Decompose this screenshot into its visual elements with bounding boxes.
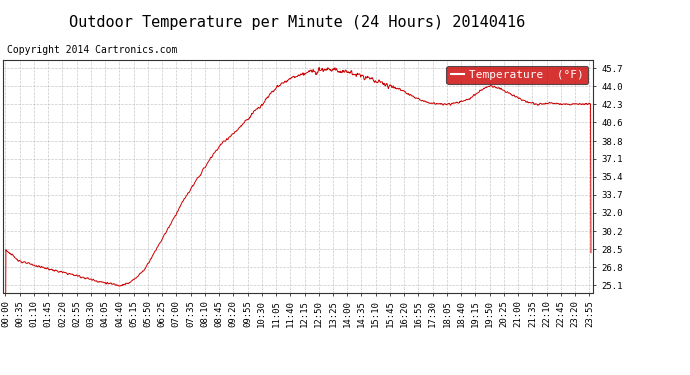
Text: Copyright 2014 Cartronics.com: Copyright 2014 Cartronics.com — [7, 45, 177, 55]
Legend: Temperature  (°F): Temperature (°F) — [446, 66, 588, 84]
Text: Outdoor Temperature per Minute (24 Hours) 20140416: Outdoor Temperature per Minute (24 Hours… — [68, 15, 525, 30]
